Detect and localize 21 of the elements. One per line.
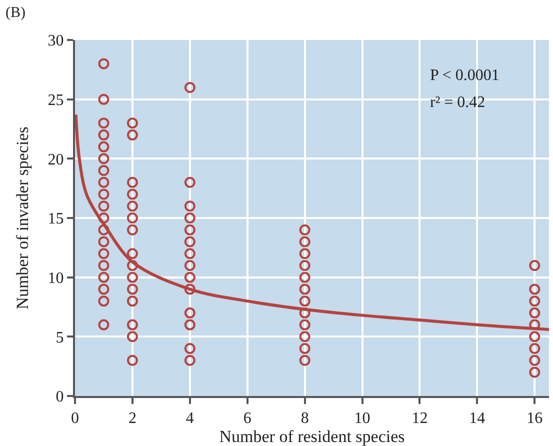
y-tick-label: 10: [48, 270, 64, 287]
y-tick-label: 25: [48, 92, 64, 109]
x-tick-label: 16: [526, 410, 543, 428]
x-tick-label: 12: [412, 410, 428, 428]
x-tick-label: 6: [243, 410, 252, 428]
x-tick-label: 4: [186, 410, 194, 428]
annotation: r² = 0.42: [430, 94, 486, 111]
y-tick-label: 20: [48, 151, 64, 168]
y-axis-title: Number of invader species: [12, 126, 32, 310]
annotation: P < 0.0001: [430, 67, 500, 84]
x-tick-label: 8: [300, 410, 309, 428]
chart-title: (B): [6, 5, 26, 22]
x-tick-label: 2: [128, 410, 136, 428]
y-tick-label: 30: [48, 32, 64, 50]
y-tick-label: 0: [56, 388, 64, 406]
x-tick-label: 14: [469, 410, 486, 428]
x-tick-label: 0: [71, 410, 79, 428]
y-tick-label: 15: [48, 210, 64, 228]
x-tick-label: 10: [354, 410, 370, 428]
x-axis-title: Number of resident species: [219, 427, 405, 446]
y-tick-label: 5: [56, 329, 64, 346]
